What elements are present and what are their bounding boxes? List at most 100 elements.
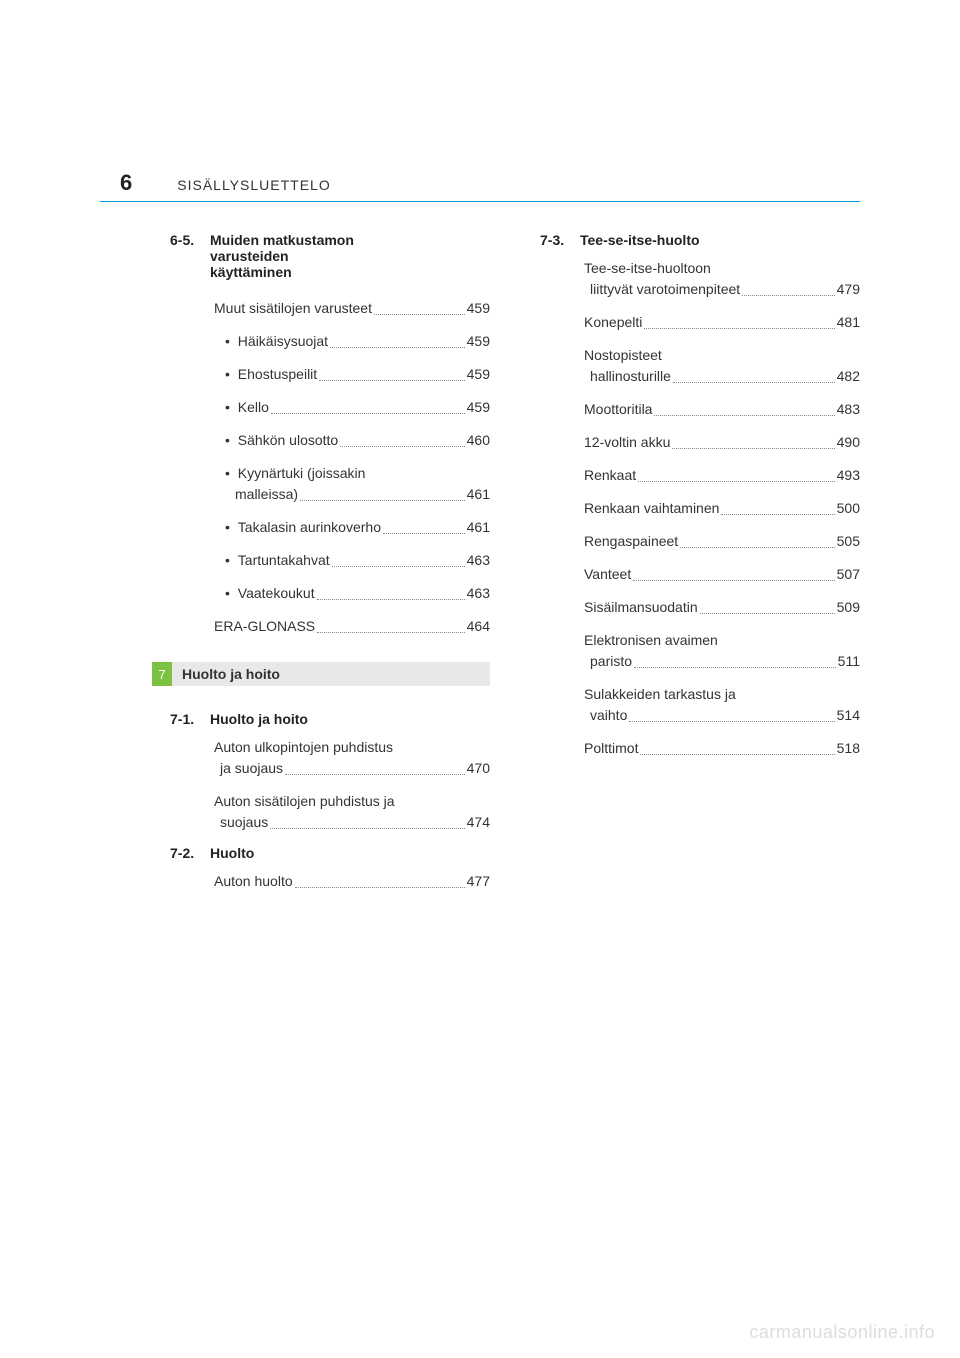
entry-label: Takalasin aurinkoverho: [238, 517, 381, 538]
bullet-icon: •: [225, 465, 234, 481]
entry-page: 509: [837, 597, 860, 618]
left-column: 6-5. Muiden matkustamon varusteiden käyt…: [170, 232, 490, 904]
entry-label: Moottoritila: [584, 399, 652, 420]
section-7-2: 7-2. Huolto Auton huolto 477: [170, 845, 490, 892]
entry-line2: vaihto514: [580, 705, 860, 726]
entry-line2: ja suojaus470: [210, 758, 490, 779]
bullet-icon: •: [225, 364, 234, 385]
entry-label: Kyynärtuki (joissakin: [238, 465, 366, 481]
entry-label: Sulakkeiden tarkastus ja: [584, 686, 736, 702]
entry-label: Polttimot: [584, 738, 638, 759]
toc-entry: Konepelti481: [580, 312, 860, 333]
leader-dots: [673, 382, 835, 383]
entry-label-cont: malleissa): [235, 484, 298, 505]
bullet-icon: •: [225, 517, 234, 538]
bullet-icon: •: [225, 430, 234, 451]
toc-entry: Sulakkeiden tarkastus ja vaihto514: [580, 684, 860, 726]
toc-entry: • Takalasin aurinkoverho 461: [225, 517, 490, 538]
entry-page: 482: [837, 366, 860, 387]
entry-page: 464: [467, 616, 490, 637]
entry-page: 460: [467, 430, 490, 451]
section-number: 7-2.: [170, 845, 210, 861]
entry-page: 514: [837, 705, 860, 726]
entry-label-line1: Sulakkeiden tarkastus ja: [580, 684, 860, 705]
entry-label: Ehostuspeilit: [238, 364, 317, 385]
bullet-icon: •: [225, 397, 234, 418]
toc-entry: • Tartuntakahvat 463: [225, 550, 490, 571]
entry-label-cont: hallinosturille: [590, 366, 671, 387]
entry-page: 518: [837, 738, 860, 759]
entry-label-cont: paristo: [590, 651, 632, 672]
leader-dots: [317, 632, 465, 633]
entry-label-line1: Auton ulkopintojen puhdistus: [210, 737, 490, 758]
entry-label: Auton huolto: [214, 871, 293, 892]
entry-label: Renkaan vaihtaminen: [584, 498, 719, 519]
bullet-icon: •: [225, 583, 234, 604]
entry-page: 493: [837, 465, 860, 486]
entry-label-line1: Auton sisätilojen puhdistus ja: [210, 791, 490, 812]
bullet-icon: •: [225, 550, 234, 571]
entry-page: 507: [837, 564, 860, 585]
entry-label: Renkaat: [584, 465, 636, 486]
entry-page: 461: [467, 484, 490, 505]
page-header: 6 SISÄLLYSLUETTELO: [100, 170, 860, 202]
chapter-number-box: 7: [152, 662, 172, 686]
leader-dots: [633, 580, 834, 581]
bullet-icon: •: [225, 331, 234, 352]
entry-page: 463: [467, 583, 490, 604]
leader-dots: [638, 481, 834, 482]
entry-page: 477: [467, 871, 490, 892]
section-title: Huolto: [210, 845, 254, 861]
toc-entry: Auton sisätilojen puhdistus jasuojaus474: [210, 791, 490, 833]
toc-entry: Renkaan vaihtaminen 500: [580, 498, 860, 519]
leader-dots: [300, 500, 465, 501]
section-7-3: 7-3. Tee-se-itse-huolto Tee-se-itse-huol…: [540, 232, 860, 759]
leader-dots: [285, 774, 465, 775]
leader-dots: [644, 328, 834, 329]
entry-page: 459: [467, 331, 490, 352]
entry-label: 12-voltin akku: [584, 432, 670, 453]
section-heading: 6-5. Muiden matkustamon varusteiden käyt…: [170, 232, 490, 280]
section-7-1: 7-1. Huolto ja hoito Auton ulkopintojen …: [170, 711, 490, 833]
entry-page: 500: [837, 498, 860, 519]
entry-label-line1: Nostopisteet: [580, 345, 860, 366]
entry-page: 505: [837, 531, 860, 552]
leader-dots: [672, 448, 834, 449]
toc-entry: Auton ulkopintojen puhdistusja suojaus47…: [210, 737, 490, 779]
entry-line2: malleissa) 461: [225, 484, 490, 505]
leader-dots: [654, 415, 834, 416]
leader-dots: [634, 667, 836, 668]
leader-dots: [680, 547, 834, 548]
section-heading: 7-3. Tee-se-itse-huolto: [540, 232, 860, 248]
entry-line2: liittyvät varotoimenpiteet479: [580, 279, 860, 300]
entry-page: 483: [837, 399, 860, 420]
toc-entry: Auton huolto 477: [210, 871, 490, 892]
toc-entry: • Sähkön ulosotto460: [225, 430, 490, 451]
entry-page: 461: [467, 517, 490, 538]
section-number: 7-1.: [170, 711, 210, 727]
entry-page: 490: [837, 432, 860, 453]
entry-page: 459: [467, 397, 490, 418]
leader-dots: [640, 754, 834, 755]
entry-label: Elektronisen avaimen: [584, 632, 718, 648]
entry-label: ERA-GLONASS: [214, 616, 315, 637]
chapter-title-box: Huolto ja hoito: [172, 662, 490, 686]
leader-dots: [742, 295, 834, 296]
entry-label: Kello: [238, 397, 269, 418]
section-entries: Tee-se-itse-huoltoonliittyvät varotoimen…: [540, 258, 860, 759]
entry-page: 463: [467, 550, 490, 571]
toc-entry: • Vaatekoukut463: [225, 583, 490, 604]
entry-label-cont: suojaus: [220, 812, 268, 833]
leader-dots: [271, 413, 465, 414]
content-columns: 6-5. Muiden matkustamon varusteiden käyt…: [100, 232, 860, 904]
right-column: 7-3. Tee-se-itse-huolto Tee-se-itse-huol…: [540, 232, 860, 904]
toc-entry: Vanteet507: [580, 564, 860, 585]
leader-dots: [340, 446, 464, 447]
section-title: Muiden matkustamon varusteiden käyttämin…: [210, 232, 354, 280]
section-heading: 7-2. Huolto: [170, 845, 490, 861]
toc-entry: Elektronisen avaimenparisto511: [580, 630, 860, 672]
entry-label: Muut sisätilojen varusteet: [214, 298, 372, 319]
entry-page: 481: [837, 312, 860, 333]
entry-label: Tartuntakahvat: [238, 550, 330, 571]
entry-page: 459: [467, 364, 490, 385]
